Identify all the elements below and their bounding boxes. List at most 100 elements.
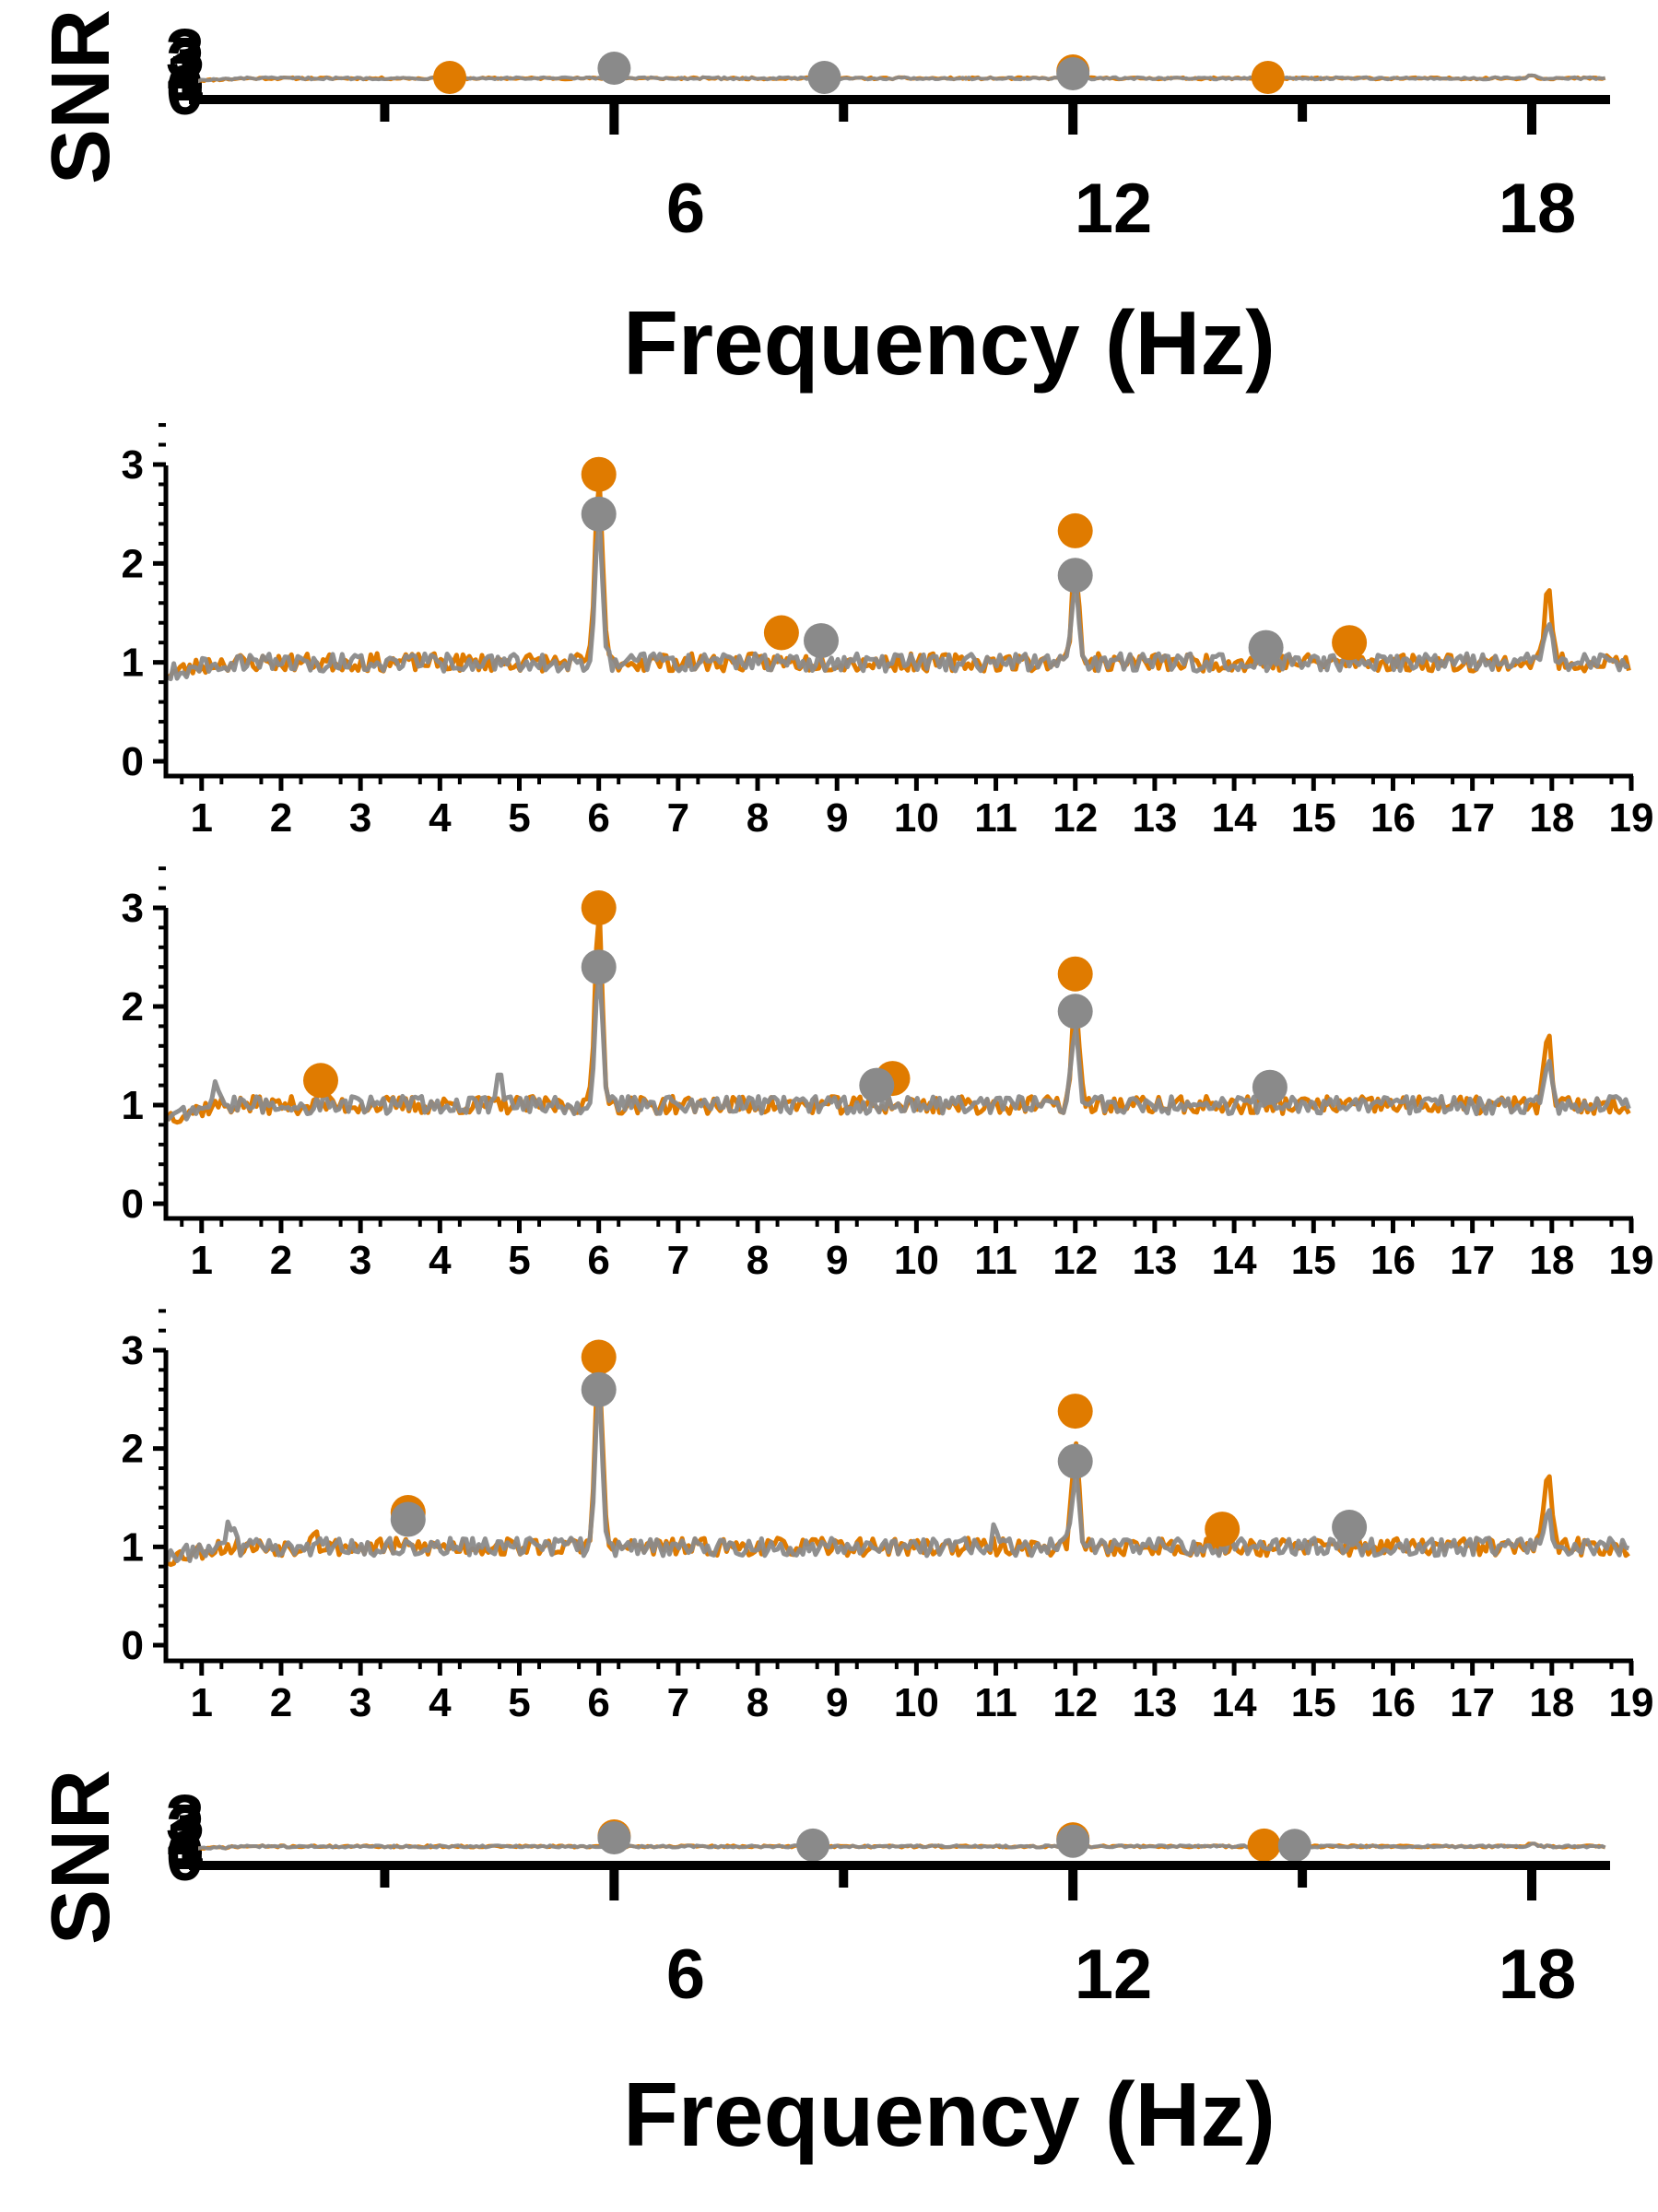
x-tick-label: 11 — [974, 1680, 1017, 1725]
x-tick-label: 19 — [1609, 1680, 1654, 1725]
x-tick-label: 8 — [747, 1680, 769, 1725]
x-tick-label: 9 — [826, 795, 848, 841]
chart-panel — [173, 1805, 1610, 1900]
data-point — [581, 890, 617, 925]
x-tick-label: 9 — [826, 1680, 848, 1725]
x-tick-label: 2 — [270, 1238, 292, 1283]
data-point — [581, 496, 617, 532]
x-tick-label: 6 — [587, 1680, 609, 1725]
x-tick-label: 10 — [894, 1238, 939, 1283]
x-tick-label: 3 — [349, 1680, 371, 1725]
x-tick-label: 12 — [1075, 170, 1153, 248]
data-point — [1332, 1510, 1368, 1545]
x-tick-label: 10 — [894, 1680, 939, 1725]
data-point — [1332, 625, 1368, 661]
x-tick-label: 14 — [1212, 795, 1257, 841]
data-point — [1247, 1828, 1281, 1862]
x-tick-label: 16 — [1370, 1238, 1416, 1283]
x-tick-label: 18 — [1529, 795, 1574, 841]
x-tick-label: 8 — [747, 795, 769, 841]
top-panel: SNR 3 2 1 0 6 12 18 Frequency (Hz) — [35, 9, 1576, 394]
x-tick-label: 12 — [1075, 1936, 1153, 2014]
x-tick-label: 17 — [1450, 795, 1495, 841]
data-point — [1057, 956, 1093, 992]
marker-group — [303, 890, 1288, 1105]
series-group — [166, 477, 1631, 682]
x-tick-label: 11 — [974, 795, 1017, 841]
x-tick-label: 15 — [1291, 795, 1336, 841]
y-tick-label: 3 — [122, 1328, 144, 1373]
y-tick-label: 1 — [122, 641, 144, 686]
x-tick-label: 13 — [1132, 1238, 1177, 1283]
series-line — [165, 1383, 1630, 1563]
data-point — [763, 615, 799, 651]
x-tick-label: 12 — [1052, 795, 1098, 841]
x-tick-label: 1 — [191, 795, 213, 841]
x-tick-label: 2 — [270, 795, 292, 841]
series-group — [165, 1371, 1630, 1568]
series-line — [194, 68, 1605, 84]
data-point — [597, 1821, 631, 1854]
y-tick-label: 1 — [122, 1083, 144, 1128]
marker-group — [597, 1819, 1311, 1863]
x-tick-label: 7 — [667, 1238, 689, 1283]
x-tick-label: 19 — [1609, 1238, 1654, 1283]
data-point — [1057, 512, 1093, 548]
data-point — [581, 1339, 617, 1375]
top-panel-xlabel: Frequency (Hz) — [623, 292, 1276, 394]
marker-group — [433, 52, 1285, 94]
x-tick-label: 19 — [1609, 795, 1654, 841]
x-tick-label: 7 — [667, 795, 689, 841]
data-point — [597, 52, 631, 85]
x-tick-label: 1 — [191, 1680, 213, 1725]
x-tick-label: 3 — [349, 1238, 371, 1283]
x-tick-label: 14 — [1212, 1680, 1257, 1725]
bottom-panel-x-tick-labels: 6 12 18 — [666, 1936, 1576, 2014]
data-point — [1056, 1824, 1090, 1858]
series-line — [166, 477, 1631, 680]
x-tick-label: 1 — [191, 1238, 213, 1283]
x-tick-label: 4 — [429, 1238, 452, 1283]
data-point — [1251, 61, 1285, 94]
y-tick-label: 2 — [122, 541, 144, 586]
data-point — [1205, 1512, 1241, 1547]
x-tick-label: 11 — [974, 1238, 1017, 1283]
x-tick-label: 16 — [1370, 1680, 1416, 1725]
x-tick-label: 6 — [666, 1936, 705, 2014]
y-tick-label: 3 — [122, 442, 144, 488]
x-tick-label: 18 — [1529, 1680, 1574, 1725]
marker-group — [581, 456, 1368, 665]
x-tick-label: 13 — [1132, 1680, 1177, 1725]
x-tick-label: 4 — [429, 1680, 452, 1725]
data-point — [390, 1501, 426, 1537]
x-tick-label: 13 — [1132, 795, 1177, 841]
y-tick-label: 1 — [122, 1524, 144, 1570]
x-tick-label: 8 — [747, 1238, 769, 1283]
series-line — [166, 518, 1630, 682]
axes — [173, 37, 1610, 135]
data-point — [1057, 994, 1093, 1030]
x-tick-label: 17 — [1450, 1680, 1495, 1725]
y-tick-label: 2 — [122, 984, 144, 1030]
x-tick-label: 18 — [1499, 170, 1577, 248]
data-point — [796, 1828, 830, 1862]
x-tick-label: 14 — [1212, 1238, 1257, 1283]
data-point — [859, 1067, 895, 1103]
data-point — [1057, 1443, 1093, 1479]
data-point — [804, 623, 839, 659]
x-tick-label: 6 — [666, 170, 705, 248]
x-tick-label: 12 — [1052, 1680, 1098, 1725]
data-point — [433, 61, 466, 94]
axes — [173, 1805, 1610, 1900]
y-tick-label: 0 — [122, 1182, 144, 1227]
y-tick-label: 0 — [122, 739, 144, 784]
x-tick-label: 9 — [826, 1238, 848, 1283]
